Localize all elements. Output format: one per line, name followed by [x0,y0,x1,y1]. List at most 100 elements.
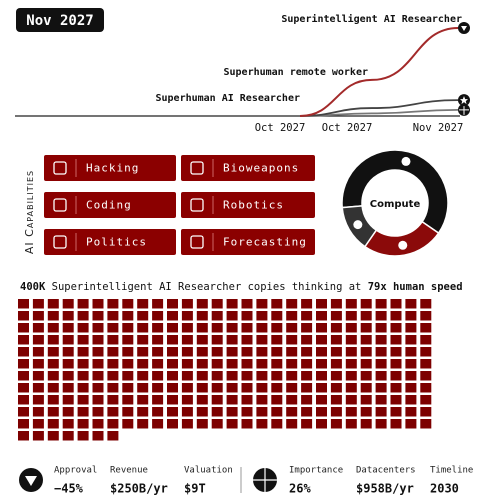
copy-square [152,299,164,309]
copy-square [405,383,417,393]
copy-square [107,299,119,309]
copy-square [137,335,149,345]
copy-square [256,335,268,345]
copy-square [181,407,193,417]
copy-square [390,407,402,417]
stat-label: Timeline [430,466,473,476]
copy-square [181,371,193,381]
copy-square [420,395,432,405]
copy-square [152,335,164,345]
capability-icon [190,235,204,249]
copy-square [181,395,193,405]
copy-square [286,359,298,369]
copy-square [196,371,208,381]
copy-square [345,383,357,393]
copy-square [301,323,313,333]
copy-square [211,407,223,417]
copy-square [47,347,59,357]
copy-square [211,371,223,381]
copy-square [420,299,432,309]
copy-square [137,347,149,357]
copy-square [286,299,298,309]
copy-square [32,335,44,345]
copy-square [152,395,164,405]
copy-square [226,323,238,333]
copy-square [196,407,208,417]
date: Nov 2027 [26,13,93,29]
copy-square [122,395,134,405]
copy-square [330,395,342,405]
copy-square [152,407,164,417]
globe-mark [459,104,469,115]
copy-square [211,323,223,333]
copy-square [316,395,327,405]
copy-square [32,407,44,417]
copy-square [241,299,253,309]
copy-square [122,311,134,321]
copy-square [32,431,44,441]
x-tick-label: Oct 2027 [255,122,306,134]
copy-square [420,359,432,369]
copy-square [271,311,283,321]
copy-square [301,335,313,345]
copy-square [47,383,59,393]
capability-button [181,229,315,255]
capability-label: Hacking [86,162,139,175]
copy-square [137,371,149,381]
donut-segment [363,220,440,257]
copy-square [77,323,89,333]
copy-square [107,359,119,369]
copy-square [211,419,223,429]
copy-square [286,395,298,405]
copy-square [107,419,119,429]
copy-square [18,323,29,333]
copy-square [122,323,134,333]
copy-square [375,299,387,309]
copy-square [316,299,327,309]
copy-square [18,335,29,345]
copy-square [271,395,283,405]
capabilities-label: AI Capabilities [23,170,36,254]
copy-square [420,335,432,345]
annotation: Superhuman AI Researcher [156,93,301,104]
copy-square [77,395,89,405]
copy-square [226,419,238,429]
copy-square [271,323,283,333]
copy-square [196,299,208,309]
copy-square [47,335,59,345]
copy-square [241,335,253,345]
copy-square [196,419,208,429]
copy-square [390,311,402,321]
copy-square [286,323,298,333]
copy-square [137,299,149,309]
copy-square [420,383,432,393]
copy-square [152,311,164,321]
copy-square [360,395,372,405]
copy-square [107,407,119,417]
copy-square [375,347,387,357]
copy-square [62,347,74,357]
copy-square [122,371,134,381]
copy-square [316,419,327,429]
copy-square [181,383,193,393]
donut-segment [341,149,449,235]
copy-square [256,299,268,309]
copy-square [122,383,134,393]
copy-square [18,371,29,381]
capability-icon [190,161,204,175]
series-line [299,27,459,117]
copy-square [330,359,342,369]
copy-square [152,371,164,381]
copy-square [107,323,119,333]
copy-square [390,371,402,381]
copy-square [18,395,29,405]
copy-square [107,335,119,345]
copy-square [330,371,342,381]
copy-square [167,371,178,381]
copy-square [256,311,268,321]
capability-icon [53,235,67,249]
capability-button [44,229,176,255]
copy-square [316,335,327,345]
copy-square [256,419,268,429]
stat-label: Datacenters [356,466,416,476]
